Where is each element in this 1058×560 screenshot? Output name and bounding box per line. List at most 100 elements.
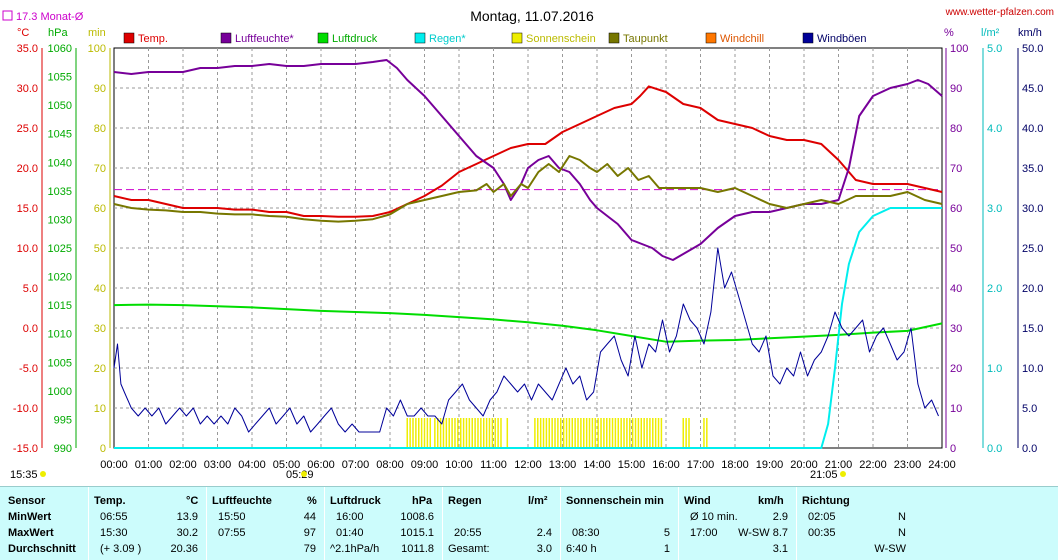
stats-row-label: Durchschnitt xyxy=(8,543,76,555)
tick-label-wind: 35.0 xyxy=(1022,163,1043,175)
stats-header-press-unit: hPa xyxy=(412,495,433,507)
x-tick-label: 04:00 xyxy=(238,459,266,471)
legend-swatch xyxy=(220,32,232,44)
stats-header-temp: Temp. xyxy=(94,495,126,507)
x-tick-label: 05:00 xyxy=(273,459,301,471)
sunset-icon xyxy=(840,471,846,477)
stats-divider xyxy=(560,487,561,560)
sunrise-marker: 05:29 xyxy=(286,469,314,481)
temp-axis-unit: °C xyxy=(17,27,29,39)
tick-label-wind: 0.0 xyxy=(1022,443,1037,455)
stats-header-temp-unit: °C xyxy=(186,495,199,507)
tick-label-press: 1060 xyxy=(48,43,72,55)
stats-dir-val: N xyxy=(898,511,906,523)
tick-label-sun: 60 xyxy=(94,203,106,215)
series-line-luftdruck xyxy=(113,303,943,343)
tick-label-wind: 45.0 xyxy=(1022,83,1043,95)
legend-label: Luftdruck xyxy=(332,33,378,45)
tick-label-press: 1015 xyxy=(48,300,72,312)
stats-sun-val: 1 xyxy=(663,543,670,555)
legend-swatch xyxy=(705,32,717,44)
tick-label-sun: 0 xyxy=(100,443,106,455)
tick-label-hum: 50 xyxy=(950,243,962,255)
tick-label-sun: 80 xyxy=(94,123,106,135)
stats-dir-time: 00:35 xyxy=(808,527,836,539)
stats-press-val: 1011.8 xyxy=(401,543,434,555)
tick-label-sun: 20 xyxy=(94,363,106,375)
tick-label-hum: 80 xyxy=(950,123,962,135)
tick-label-press: 990 xyxy=(54,443,72,455)
stats-sun-val: 5 xyxy=(663,527,670,539)
tick-label-hum: 0 xyxy=(950,443,956,455)
hum-axis-unit: % xyxy=(944,27,954,39)
stats-press-time: 16:00 xyxy=(336,511,364,523)
site-url[interactable]: www.wetter-pfalzen.com xyxy=(945,7,1054,18)
stats-header-hum: Luftfeuchte xyxy=(212,495,272,507)
series-line-taupunkt xyxy=(113,155,943,223)
stats-hum-time: 15:50 xyxy=(218,511,246,523)
current-time: 15:35 xyxy=(10,469,38,481)
stats-rain-time: 20:55 xyxy=(454,527,482,539)
tick-label-press: 1000 xyxy=(48,386,72,398)
x-tick-label: 10:00 xyxy=(445,459,473,471)
legend: Temp. Luftfeuchte* Luftdruck Regen* Sonnensc… xyxy=(123,32,867,45)
tick-label-hum: 60 xyxy=(950,203,962,215)
stats-divider xyxy=(442,487,443,560)
stats-temp-val: 20.36 xyxy=(170,543,198,555)
tick-label-hum: 100 xyxy=(950,43,968,55)
tick-label-temp: 35.0 xyxy=(17,43,38,55)
x-tick-label: 11:00 xyxy=(480,459,507,471)
legend-swatch xyxy=(511,32,523,44)
sun-icon xyxy=(40,471,46,477)
tick-label-press: 1055 xyxy=(48,72,72,84)
tick-label-temp: 15.0 xyxy=(17,203,38,215)
tick-label-press: 995 xyxy=(54,414,72,426)
tick-label-sun: 10 xyxy=(94,403,106,415)
tick-label-wind: 5.0 xyxy=(1022,403,1037,415)
wind-axis-unit: km/h xyxy=(1018,27,1042,39)
stats-hum-val: 44 xyxy=(303,511,316,523)
x-tick-label: 01:00 xyxy=(135,459,163,471)
tick-label-rain: 4.0 xyxy=(987,123,1002,135)
stats-sun-time: 6:40 h xyxy=(566,543,597,555)
series-line-regen xyxy=(114,207,942,449)
stats-temp-time: 06:55 xyxy=(100,511,128,523)
stats-divider xyxy=(206,487,207,560)
x-tick-label: 15:00 xyxy=(618,459,646,471)
stats-divider xyxy=(324,487,325,560)
tick-label-rain: 1.0 xyxy=(987,363,1002,375)
stats-rain-val: 3.0 xyxy=(536,543,552,555)
tick-label-sun: 50 xyxy=(94,243,106,255)
tick-label-temp: -10.0 xyxy=(13,403,38,415)
stats-dir-val: N xyxy=(898,527,906,539)
tick-label-press: 1005 xyxy=(48,357,72,369)
series-line-temp xyxy=(113,85,943,218)
stats-row-label: MaxWert xyxy=(8,527,54,539)
tick-label-temp: -5.0 xyxy=(19,363,38,375)
tick-label-rain: 3.0 xyxy=(987,203,1002,215)
tick-label-hum: 40 xyxy=(950,283,962,295)
tick-label-wind: 25.0 xyxy=(1022,243,1043,255)
stats-press-val: 1008.6 xyxy=(400,511,434,523)
tick-label-rain: 2.0 xyxy=(987,283,1002,295)
stats-wind-time: Ø 10 min. xyxy=(690,511,738,523)
legend-swatch xyxy=(802,32,814,44)
stats-dir-time: 02:05 xyxy=(808,511,836,523)
tick-label-sun: 40 xyxy=(94,283,106,295)
legend-swatch xyxy=(608,32,620,44)
stats-header-press: Luftdruck xyxy=(330,495,381,507)
tick-label-sun: 90 xyxy=(94,83,106,95)
tick-label-temp: 10.0 xyxy=(17,243,38,255)
legend-label: Regen* xyxy=(429,33,466,45)
sunrise-time: 05:29 xyxy=(286,469,314,481)
legend-label: Sonnenschein xyxy=(526,33,596,45)
stats-sun-time: 08:30 xyxy=(572,527,600,539)
stats-temp-time: (+ 3.09 ) xyxy=(100,543,142,555)
stats-header-rain: Regen xyxy=(448,495,482,507)
tick-label-hum: 30 xyxy=(950,323,962,335)
x-tick-label: 22:00 xyxy=(859,459,887,471)
sunrise-icon xyxy=(301,471,307,477)
legend-swatch xyxy=(414,32,426,44)
legend-label: Windchill xyxy=(720,33,764,45)
x-tick-label: 21:00 xyxy=(825,459,853,471)
